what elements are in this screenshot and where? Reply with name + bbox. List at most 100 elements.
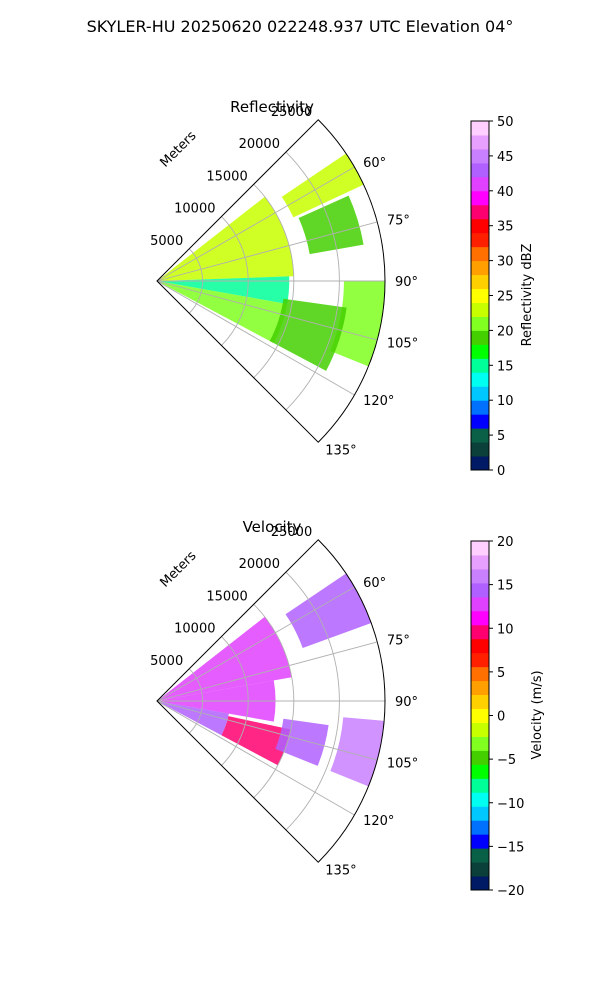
velocity-colorbar-tick-label: −15: [497, 840, 524, 855]
reflectivity-colorbar-tick-label: 10: [497, 394, 514, 409]
reflectivity-data-cell: [330, 281, 385, 367]
reflectivity-azimuth-spoke: [156, 221, 378, 282]
velocity-title: Velocity: [243, 518, 302, 536]
reflectivity-colorbar-tick-label: 45: [497, 150, 514, 165]
velocity-colorbar-segment: [471, 666, 489, 682]
reflectivity-colorbar-segment: [471, 134, 489, 150]
velocity-colorbar-segment: [471, 624, 489, 640]
reflectivity-colorbar-segment: [471, 274, 489, 290]
reflectivity-azimuth-spoke: [156, 280, 355, 396]
velocity-radial-tick-label: 20000: [239, 557, 280, 572]
reflectivity-radial-tick-label: 25000: [271, 105, 312, 120]
velocity-grid: [156, 571, 385, 831]
reflectivity-colorbar-label: Reflectivity dBZ: [520, 244, 535, 347]
velocity-colorbar-segment: [471, 652, 489, 668]
velocity-colorbar-tick-label: 0: [497, 710, 505, 725]
velocity-colorbar-segment: [471, 806, 489, 821]
reflectivity-azimuth-spoke: [156, 280, 378, 341]
velocity-azimuth-tick-label: 135°: [325, 863, 356, 878]
velocity-colorbar-segment: [471, 736, 489, 751]
velocity-colorbar-segment: [471, 638, 489, 654]
velocity-colorbar-segment: [471, 582, 489, 598]
reflectivity-title: Reflectivity: [230, 98, 314, 116]
reflectivity-data-cell: [157, 196, 294, 281]
velocity-colorbar-segment: [471, 554, 489, 570]
velocity-colorbar: −20 −15 −10 −5 0 5 10 15 20: [470, 535, 524, 899]
velocity-azimuth-tick-label: 105°: [387, 757, 418, 772]
reflectivity-colorbar-segment: [471, 372, 489, 387]
velocity-cells: [157, 573, 385, 787]
reflectivity-sector-frame: [156, 119, 386, 443]
velocity-colorbar-segment: [471, 541, 489, 556]
reflectivity-cells: [157, 153, 385, 371]
velocity-data-cell: [275, 718, 329, 766]
reflectivity-colorbar-tick-label: 35: [497, 220, 514, 235]
velocity-colorbar-tick-label: 20: [497, 535, 514, 550]
reflectivity-data-cell: [157, 281, 288, 344]
reflectivity-colorbar-tick-label: 15: [497, 359, 514, 374]
velocity-colorbar-segment: [471, 848, 489, 863]
velocity-radial-tick-label: 5000: [150, 654, 183, 669]
velocity-data-cell: [285, 573, 372, 648]
velocity-azimuth-tick-label: 60°: [363, 576, 386, 591]
velocity-colorbar-tick-label: 15: [497, 579, 514, 594]
velocity-panel: Velocity Meters Velocity (m/s) 5000 10000…: [150, 518, 545, 899]
reflectivity-colorbar-tick-label: 40: [497, 185, 514, 200]
velocity-colorbar-label: Velocity (m/s): [530, 670, 545, 759]
reflectivity-colorbar-segment: [471, 414, 489, 429]
reflectivity-colorbar-segment: [471, 204, 489, 220]
reflectivity-colorbar-segment: [471, 456, 489, 471]
velocity-azimuth-tick-label: 90°: [395, 695, 418, 710]
velocity-sector-frame: [156, 539, 386, 863]
reflectivity-azimuth-tick-label: 120°: [363, 394, 394, 409]
velocity-azimuth-spoke: [156, 700, 355, 816]
reflectivity-colorbar-segment: [471, 246, 489, 262]
reflectivity-radial-tick-label: 20000: [239, 137, 280, 152]
velocity-colorbar-segment: [471, 722, 489, 737]
reflectivity-radial-tick-label: 5000: [150, 234, 183, 249]
reflectivity-colorbar: 0 5 10 15 20 25 30 35 40 45 50: [470, 115, 514, 479]
reflectivity-colorbar-segment: [471, 330, 489, 345]
reflectivity-azimuth-tick-label: 90°: [395, 275, 418, 290]
velocity-colorbar-segment: [471, 876, 489, 891]
reflectivity-colorbar-tick-label: 20: [497, 324, 514, 339]
velocity-colorbar-segment: [471, 764, 489, 779]
reflectivity-colorbar-segment: [471, 344, 489, 359]
velocity-colorbar-segment: [471, 820, 489, 835]
reflectivity-colorbar-segment: [471, 400, 489, 415]
velocity-colorbar-tick-label: 10: [497, 622, 514, 637]
velocity-colorbar-segment: [471, 792, 489, 807]
velocity-colorbar-segment: [471, 610, 489, 626]
velocity-azimuth-spoke: [156, 641, 378, 702]
velocity-azimuth-spoke: [156, 586, 355, 702]
velocity-azimuth-tick-label: 75°: [387, 633, 410, 648]
reflectivity-panel: Reflectivity Meters Reflectivity dBZ 500…: [150, 98, 535, 479]
reflectivity-colorbar-segment: [471, 302, 489, 317]
reflectivity-radial-label: Meters: [158, 128, 200, 170]
reflectivity-colorbar-segment: [471, 316, 489, 331]
velocity-colorbar-segment: [471, 708, 489, 723]
reflectivity-radial-tick-label: 15000: [206, 169, 247, 184]
reflectivity-colorbar-tick-label: 25: [497, 290, 514, 305]
velocity-colorbar-tick-label: −5: [497, 753, 516, 768]
velocity-radial-tick-label: 15000: [206, 589, 247, 604]
velocity-radial-tick-label: 25000: [271, 525, 312, 540]
reflectivity-azimuth-tick-label: 105°: [387, 337, 418, 352]
velocity-data-cell: [330, 717, 385, 787]
reflectivity-data-cell: [298, 195, 364, 255]
reflectivity-azimuth-tick-label: 75°: [387, 213, 410, 228]
velocity-data-cell: [221, 716, 291, 766]
reflectivity-grid: [156, 151, 385, 411]
reflectivity-colorbar-segment: [471, 121, 489, 136]
reflectivity-colorbar-segment: [471, 162, 489, 178]
velocity-colorbar-tick-label: −10: [497, 797, 524, 812]
reflectivity-colorbar-segment: [471, 218, 489, 234]
reflectivity-colorbar-segment: [471, 190, 489, 206]
reflectivity-colorbar-tick-label: 0: [497, 464, 505, 479]
reflectivity-colorbar-tick-label: 30: [497, 255, 514, 270]
reflectivity-azimuth-tick-label: 135°: [325, 443, 356, 458]
velocity-data-cell: [157, 616, 292, 701]
velocity-data-cell: [157, 701, 229, 736]
